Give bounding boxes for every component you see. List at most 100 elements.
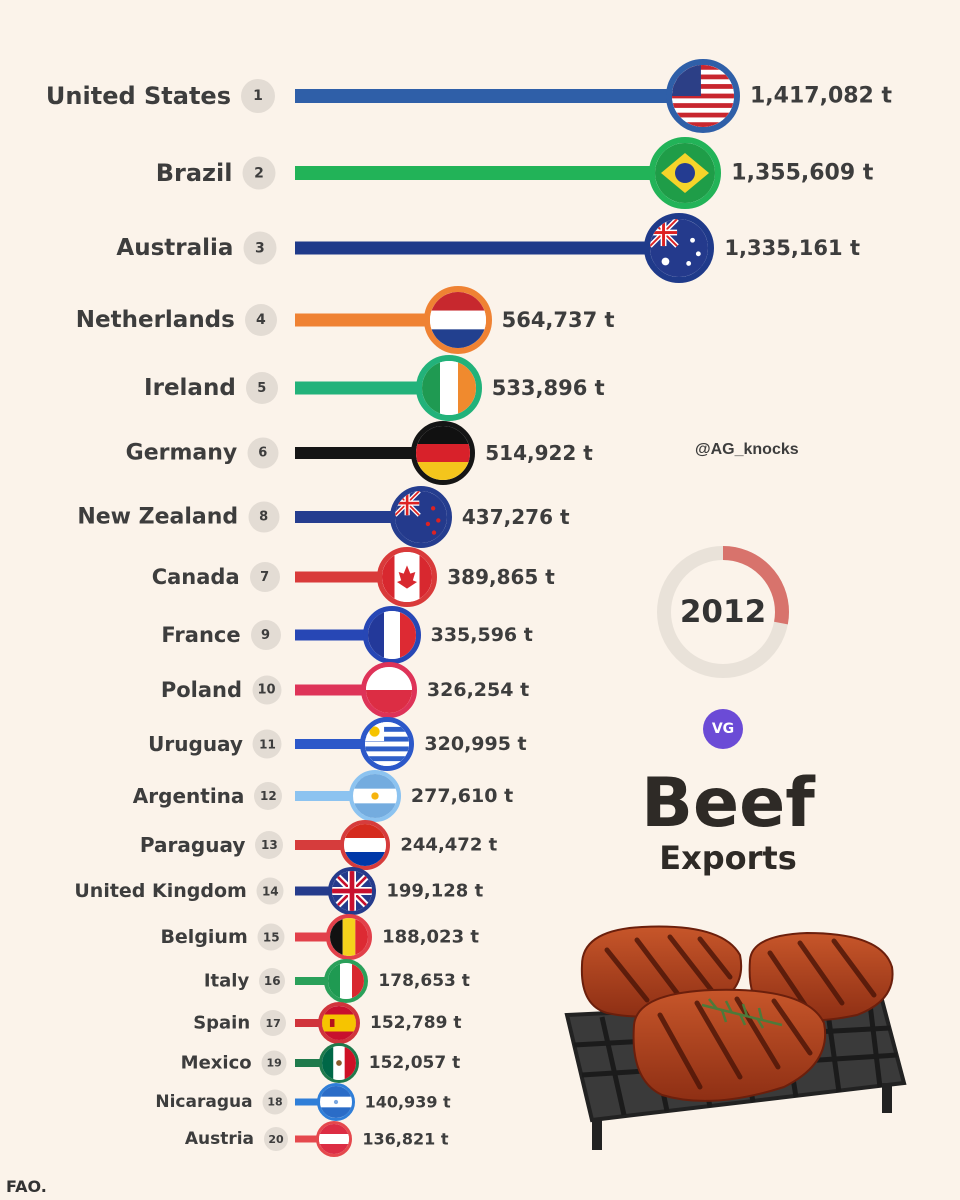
rank-badge: 12 — [254, 782, 283, 810]
rank-badge: 5 — [245, 372, 278, 404]
value-bar — [295, 886, 353, 896]
value-label: 389,865 t — [447, 565, 555, 589]
flag-it-icon — [324, 959, 369, 1003]
title-sub: Exports — [659, 839, 797, 877]
flag-be-icon — [326, 914, 373, 960]
value-bar — [295, 1019, 339, 1027]
value-label: 140,939 t — [364, 1092, 451, 1112]
country-label: Spain — [193, 1012, 251, 1034]
flag-ca-icon — [377, 547, 438, 607]
value-label: 564,737 t — [501, 308, 615, 332]
flag-ar-icon — [348, 770, 401, 822]
rank-badge: 1 — [241, 79, 275, 113]
flag-mx-icon — [318, 1043, 359, 1083]
value-bar — [295, 571, 408, 583]
value-label: 335,596 t — [430, 624, 533, 646]
value-label: 152,057 t — [368, 1053, 461, 1073]
value-bar — [295, 313, 458, 327]
value-label: 136,821 t — [362, 1129, 449, 1149]
value-bar — [295, 791, 375, 801]
country-label: Poland — [160, 678, 243, 702]
rank-badge: 7 — [249, 562, 280, 592]
value-label: 178,653 t — [378, 971, 470, 991]
value-label: 277,610 t — [410, 785, 514, 807]
country-label: Paraguay — [139, 833, 246, 857]
flag-nz-icon — [389, 486, 452, 548]
rank-badge: 19 — [261, 1050, 287, 1076]
country-label: Ireland — [144, 375, 236, 401]
value-bar — [295, 89, 703, 103]
value-bar — [295, 739, 388, 749]
rank-badge: 11 — [252, 729, 282, 759]
value-label: 152,789 t — [369, 1013, 462, 1033]
value-bar — [295, 684, 389, 696]
country-label: Mexico — [180, 1052, 252, 1074]
value-label: 1,417,082 t — [750, 83, 893, 109]
value-bar — [295, 381, 449, 395]
flag-fr-icon — [362, 606, 421, 664]
flag-nl-icon — [423, 286, 492, 354]
rank-badge: 3 — [243, 231, 277, 265]
title-main: Beef — [641, 764, 815, 843]
country-label: New Zealand — [77, 504, 239, 530]
flag-es-icon — [317, 1002, 360, 1044]
country-label: Netherlands — [75, 307, 235, 333]
value-bar — [295, 629, 392, 641]
flag-us-icon — [666, 59, 740, 133]
rank-badge: 9 — [250, 620, 281, 650]
value-bar — [295, 166, 686, 180]
value-bar — [295, 1135, 335, 1143]
country-label: Brazil — [155, 159, 233, 187]
watermark-handle: @AG_knocks — [695, 441, 799, 458]
value-label: 437,276 t — [461, 505, 570, 529]
value-label: 199,128 t — [386, 880, 484, 902]
country-label: United States — [45, 82, 231, 110]
ring-progress — [657, 546, 789, 678]
flag-at-icon — [316, 1121, 353, 1157]
country-label: Belgium — [160, 926, 248, 948]
rank-badge: 2 — [242, 156, 276, 190]
value-label: 533,896 t — [491, 376, 605, 400]
rank-badge: 18 — [262, 1089, 288, 1115]
rosemary-icon — [701, 998, 783, 1029]
country-label: Australia — [116, 235, 234, 261]
value-label: 188,023 t — [382, 926, 479, 948]
rank-badge: 13 — [255, 831, 284, 859]
country-label: Canada — [151, 565, 240, 589]
value-label: 1,335,161 t — [724, 236, 860, 260]
rank-badge: 14 — [256, 877, 284, 905]
value-bar — [295, 840, 366, 850]
rank-badge: 10 — [252, 675, 282, 705]
country-label: France — [161, 623, 241, 647]
steak-front-icon — [632, 988, 827, 1102]
flag-gb-icon — [328, 867, 377, 915]
year-label: 2012 — [679, 594, 767, 630]
flag-ie-icon — [415, 355, 482, 421]
flag-br-icon — [649, 137, 722, 209]
rank-badge: 6 — [247, 437, 279, 469]
country-label: Uruguay — [148, 732, 243, 756]
rank-badge: 15 — [257, 923, 285, 951]
country-label: Germany — [125, 440, 238, 466]
value-bar — [295, 932, 350, 942]
flag-ni-icon — [316, 1083, 355, 1121]
country-label: United Kingdom — [74, 880, 247, 902]
value-label: 1,355,609 t — [731, 160, 874, 186]
source-note: FAO. — [6, 1177, 47, 1196]
flag-de-icon — [411, 421, 476, 485]
country-label: Nicaragua — [155, 1092, 253, 1112]
value-bar — [295, 511, 421, 523]
rank-badge: 17 — [260, 1010, 287, 1036]
value-bar — [295, 977, 347, 985]
rank-badge: 4 — [244, 304, 277, 336]
flag-py-icon — [340, 820, 391, 870]
flag-pl-icon — [360, 662, 417, 718]
value-bar — [295, 241, 680, 255]
rank-badge: 8 — [248, 501, 280, 533]
value-bar — [295, 447, 444, 459]
country-label: Italy — [203, 970, 250, 992]
rank-badge: 20 — [264, 1127, 288, 1151]
value-bar — [295, 1098, 336, 1106]
value-label: 326,254 t — [426, 679, 530, 701]
